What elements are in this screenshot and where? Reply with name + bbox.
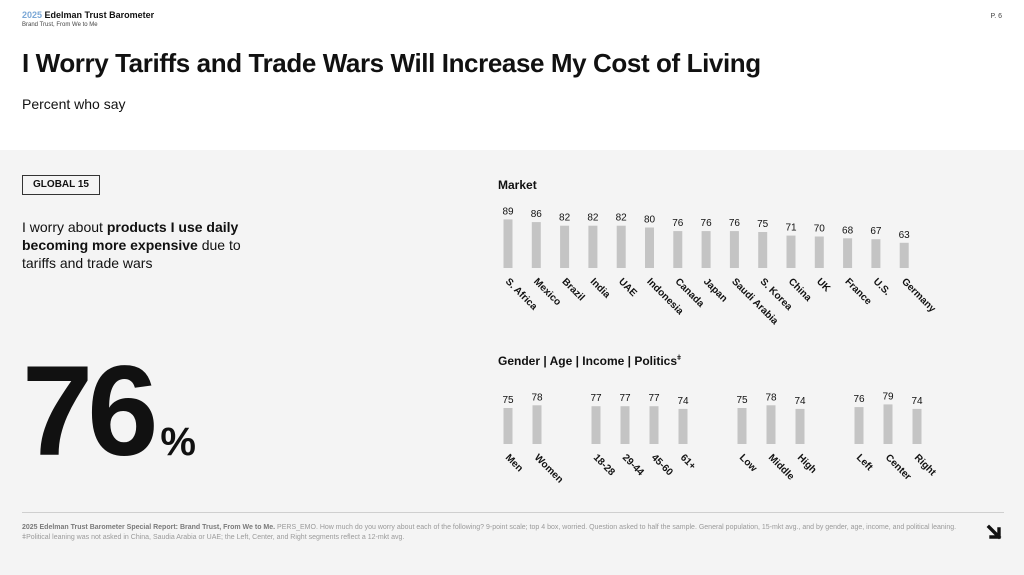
demo-value-label-11: 74 [911,396,923,407]
demo-bar-4 [649,406,659,444]
market-bar-10 [786,235,796,268]
arrow-down-right-icon[interactable] [984,522,1006,544]
content-panel: GLOBAL 15 I worry about products I use d… [0,150,1024,575]
demo-category-label-1: Women [532,452,565,485]
statement-post: due to tariffs and trade wars [22,237,241,271]
market-value-label-1: 86 [531,209,543,220]
demo-bar-1 [532,405,542,444]
demo-bar-7 [766,405,776,444]
demo-bar-9 [854,407,864,444]
market-category-label-2: Brazil [559,276,586,303]
market-bar-9 [758,232,768,268]
demo-category-label-0: Men [503,452,525,474]
demo-bar-8 [795,408,805,444]
market-value-label-12: 68 [842,225,854,236]
market-bar-4 [616,225,626,268]
demo-heading-text: Gender | Age | Income | Politics [498,354,678,368]
market-bar-3 [588,225,598,268]
demo-category-label-4: 45-60 [649,452,675,478]
demo-category-label-7: Middle [766,452,796,482]
demo-value-label-1: 78 [531,392,543,403]
global-value: 76% [22,348,196,506]
market-category-label-11: UK [814,276,833,295]
demo-value-label-7: 78 [765,392,777,403]
demo-value-label-3: 77 [619,393,631,404]
market-bar-5 [645,227,654,268]
divider [22,512,1004,513]
page-title: I Worry Tariffs and Trade Wars Will Incr… [22,48,761,78]
market-value-label-8: 76 [729,218,741,229]
market-category-label-3: India [588,276,613,301]
brand-name: Edelman Trust Barometer [44,10,155,20]
market-bar-2 [560,225,570,268]
market-bar-1 [531,222,541,268]
statement-pre: I worry about [22,219,107,235]
market-category-label-4: UAE [616,276,639,299]
footnote-text: PERS_EMO. How much do you worry about ea… [22,524,957,541]
demo-category-label-9: Left [854,452,875,473]
demo-value-label-8: 74 [794,396,806,407]
market-bar-7 [701,231,711,268]
global-badge: GLOBAL 15 [22,175,100,195]
demo-value-label-6: 75 [736,395,748,406]
demo-bar-6 [737,408,747,444]
market-bar-14 [899,242,909,268]
demo-value-label-4: 77 [648,393,660,404]
demo-bar-3 [620,406,630,444]
demo-heading-mark: ǂ [677,355,682,362]
market-chart-heading: Market [498,178,537,192]
footnote: 2025 Edelman Trust Barometer Special Rep… [22,523,972,542]
header-brand: 2025 Edelman Trust Barometer [22,10,154,20]
demo-value-label-9: 76 [853,394,865,405]
market-bar-11 [814,236,824,268]
market-category-label-13: U.S. [871,276,893,298]
market-value-label-10: 71 [785,223,797,234]
demo-category-label-2: 18-28 [591,452,617,478]
page-number: P. 6 [990,13,1002,20]
demo-bar-10 [883,404,893,444]
footnote-source: 2025 Edelman Trust Barometer Special Rep… [22,524,276,531]
brand-year: 2025 [22,10,43,20]
demo-category-label-3: 29-44 [620,452,646,478]
demo-value-label-10: 79 [882,391,894,402]
market-value-label-5: 80 [644,215,656,226]
market-category-label-12: France [842,276,873,307]
demo-bar-2 [591,406,601,444]
market-value-label-13: 67 [870,226,882,237]
statement-text: I worry about products I use daily becom… [22,218,272,272]
demo-value-label-5: 74 [677,396,689,407]
market-value-label-9: 75 [757,219,769,230]
market-bar-6 [673,231,683,268]
page-subtitle: Percent who say [22,96,126,112]
demo-category-label-10: Center [883,452,913,482]
global-value-number: 76 [22,340,158,483]
demo-value-label-0: 75 [502,395,514,406]
market-value-label-2: 82 [559,213,571,224]
market-value-label-6: 76 [672,218,684,229]
market-value-label-0: 89 [502,206,514,217]
demo-category-label-11: Right [912,452,938,478]
market-bar-12 [843,238,853,268]
bar-charts: 89S. Africa86Mexico82Brazil82India82UAE8… [502,206,938,485]
market-value-label-3: 82 [587,213,599,224]
demo-bar-11 [912,408,922,444]
demo-value-label-2: 77 [590,393,602,404]
market-bar-8 [729,231,739,268]
demo-category-label-8: High [795,452,818,475]
demo-category-label-6: Low [737,452,759,474]
statement-bold: products I use daily becoming more expen… [22,219,239,253]
market-value-label-4: 82 [616,213,628,224]
market-value-label-11: 70 [814,224,826,235]
market-value-label-14: 63 [899,230,911,241]
market-bar-13 [871,239,881,268]
market-value-label-7: 76 [701,218,713,229]
global-value-unit: % [160,420,196,464]
demo-chart-heading: Gender | Age | Income | Politicsǂ [498,354,681,368]
demo-bar-0 [503,408,513,444]
brand-subtitle: Brand Trust, From We to Me [22,22,98,28]
market-bar-0 [503,219,513,268]
demo-category-label-5: 61+ [678,452,698,472]
market-category-label-14: Germany [899,276,938,315]
demo-bar-5 [678,408,688,444]
